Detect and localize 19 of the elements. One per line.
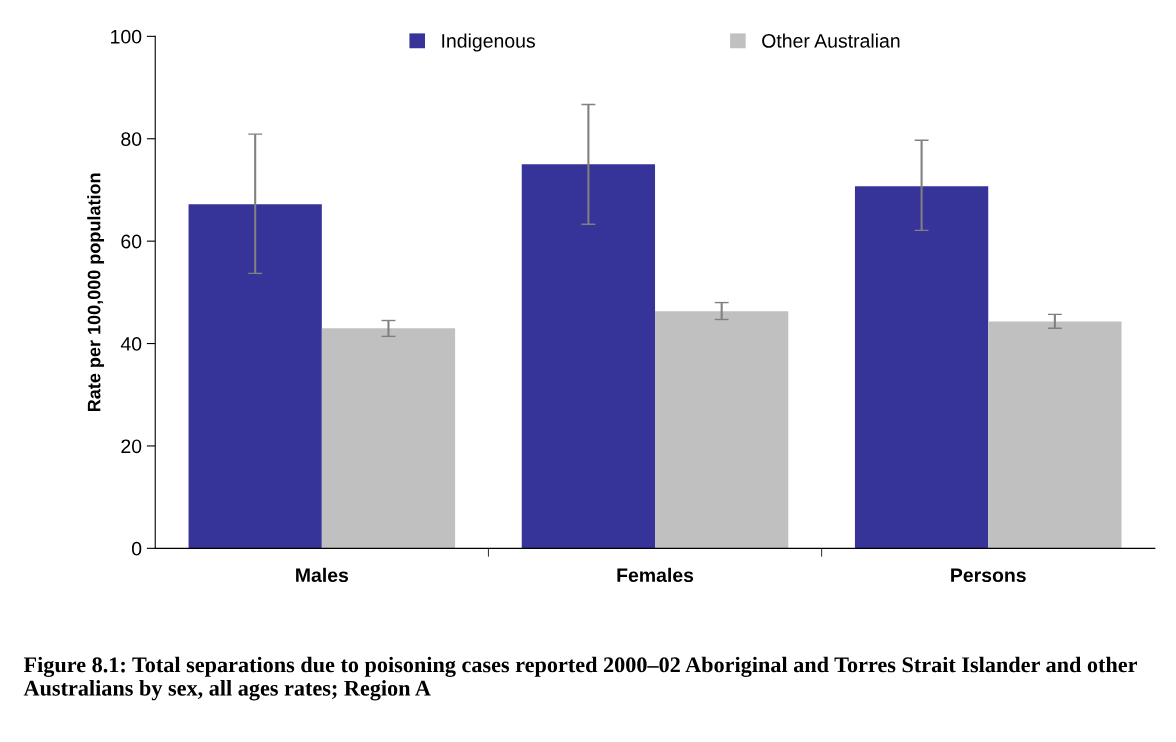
y-tick-label: 80 (121, 132, 142, 146)
bar (988, 321, 1122, 549)
y-tick-label: 60 (121, 234, 142, 249)
y-tick-label: 100 (111, 29, 142, 44)
bar (321, 328, 456, 549)
legend-label: Indigenous (442, 33, 535, 52)
y-tick-label: 20 (121, 439, 142, 454)
bar (655, 311, 789, 549)
bar (521, 164, 656, 549)
x-tick-label: Females (617, 567, 694, 583)
bar (188, 204, 322, 549)
y-tick-label: 40 (120, 337, 142, 351)
x-tick-label: Males (296, 567, 349, 583)
bar (854, 186, 989, 549)
x-tick-label: Persons (951, 568, 1026, 583)
y-axis-title: Rate per 100,000 population (87, 173, 105, 412)
legend-label: Other Australian (762, 33, 900, 48)
y-tick-label: 0 (131, 541, 142, 556)
text: Figure 8.1: Total separations due to poisoning cases reported 2000–02 Aboriginal and Torres Strait Islander and other Australians by sex, all ages rates; Region A (23, 656, 1138, 701)
